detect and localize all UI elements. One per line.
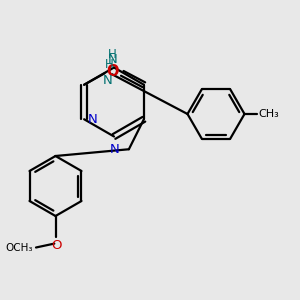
Text: CH₃: CH₃ — [259, 109, 279, 119]
Text: N: N — [110, 143, 119, 156]
Text: H: H — [108, 48, 117, 61]
Text: N: N — [103, 74, 113, 87]
Text: N: N — [108, 53, 117, 66]
Text: O: O — [51, 239, 62, 252]
Text: O: O — [106, 64, 119, 79]
Text: OCH₃: OCH₃ — [5, 243, 32, 253]
Text: H: H — [105, 58, 114, 71]
Text: N: N — [88, 113, 98, 126]
